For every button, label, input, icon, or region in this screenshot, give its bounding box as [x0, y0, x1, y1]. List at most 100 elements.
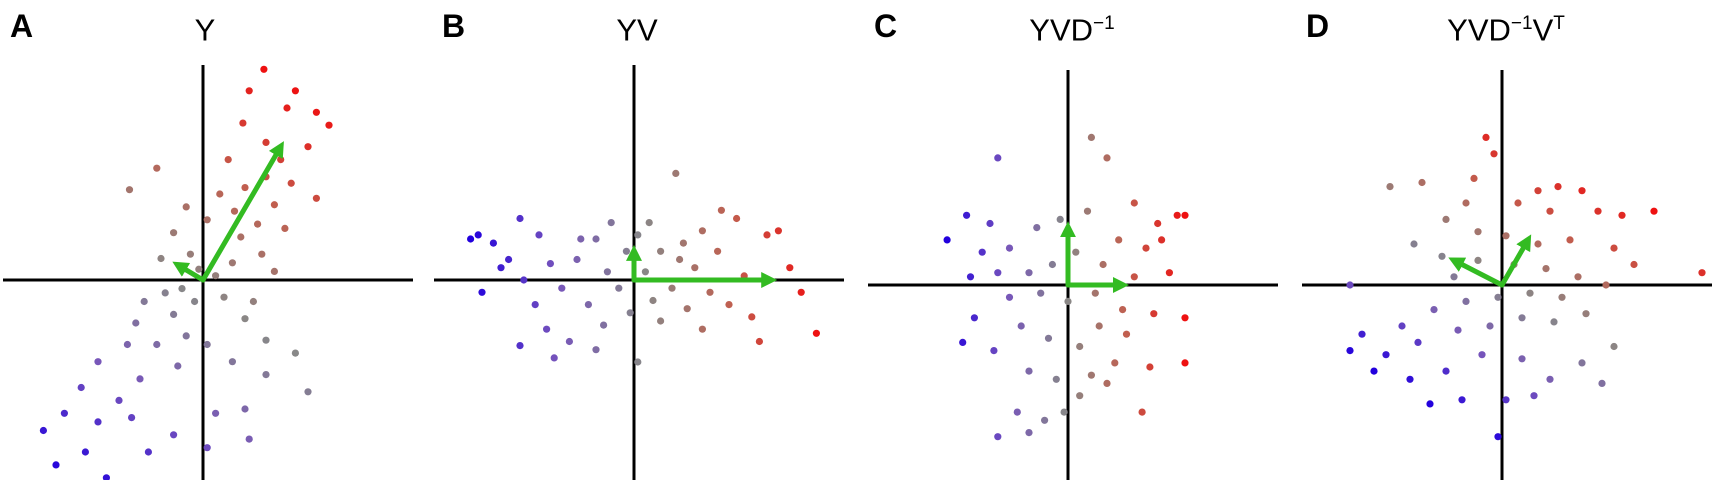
data-point: [546, 260, 554, 268]
data-point: [668, 284, 676, 292]
data-point: [182, 332, 190, 340]
data-point: [1518, 314, 1526, 322]
data-point: [1005, 244, 1014, 252]
data-point: [1450, 273, 1458, 281]
data-point: [1076, 392, 1084, 400]
data-point: [39, 426, 48, 435]
data-point: [1142, 244, 1150, 252]
data-point: [641, 268, 649, 276]
data-point: [191, 297, 199, 306]
data-point: [1418, 178, 1426, 187]
data-point: [1474, 256, 1482, 264]
data-point: [170, 229, 178, 237]
data-point: [676, 255, 684, 264]
data-point: [1017, 322, 1025, 330]
data-point: [1037, 289, 1045, 297]
panel-a: A Y: [0, 0, 432, 480]
direction-arrow: [200, 141, 284, 283]
data-point: [1122, 330, 1131, 338]
data-point: [1478, 351, 1486, 359]
data-point: [963, 211, 971, 219]
data-point: [698, 227, 706, 235]
panel-letter: A: [10, 8, 34, 44]
data-point: [283, 104, 291, 112]
data-point: [1370, 367, 1378, 375]
data-point: [1165, 269, 1173, 277]
data-point: [1146, 363, 1154, 371]
data-point: [1130, 273, 1138, 281]
title-mid: V: [1532, 12, 1554, 48]
data-point: [1550, 318, 1558, 326]
data-points: [39, 65, 333, 480]
data-point: [1502, 396, 1510, 404]
data-point: [774, 227, 782, 235]
data-point: [1398, 322, 1406, 330]
data-point: [203, 216, 211, 224]
data-point: [543, 325, 551, 333]
data-point: [1486, 322, 1494, 330]
data-point: [1103, 154, 1111, 162]
data-point: [1382, 351, 1390, 359]
data-point: [291, 349, 299, 357]
data-point: [1083, 207, 1092, 215]
data-point: [516, 214, 524, 223]
data-point: [577, 235, 585, 243]
data-point: [94, 418, 102, 426]
data-point: [990, 347, 998, 355]
title-base: YVD: [1447, 12, 1511, 48]
data-point: [1095, 322, 1103, 330]
data-point: [1005, 293, 1014, 301]
data-point: [1618, 211, 1626, 219]
data-point: [153, 340, 161, 349]
data-point: [1111, 359, 1119, 367]
data-point: [1578, 359, 1586, 367]
data-point: [281, 224, 289, 232]
data-point: [212, 272, 220, 280]
data-point: [230, 207, 239, 215]
data-point: [657, 317, 665, 325]
data-point: [174, 362, 182, 370]
data-point: [763, 231, 771, 239]
data-point: [239, 119, 247, 127]
data-point: [565, 337, 573, 346]
data-point: [1410, 240, 1418, 248]
data-point: [994, 154, 1002, 162]
data-point: [1650, 207, 1658, 215]
data-point: [161, 289, 169, 297]
data-point: [943, 236, 951, 244]
data-point: [600, 321, 608, 329]
data-point: [812, 329, 820, 337]
title-superscript: −1: [1093, 13, 1115, 34]
data-point: [489, 239, 497, 247]
data-point: [1033, 224, 1041, 232]
data-point: [153, 164, 161, 172]
data-point: [1056, 215, 1064, 223]
panel-c: C YVD−1: [864, 0, 1296, 480]
data-point: [786, 264, 794, 272]
data-points: [467, 169, 820, 366]
data-point: [994, 433, 1002, 441]
data-point: [733, 214, 741, 223]
panel-letter: B: [442, 8, 466, 44]
data-point: [966, 273, 975, 281]
data-point: [478, 288, 486, 296]
data-point: [115, 396, 123, 404]
data-point: [1442, 367, 1450, 375]
data-point: [1072, 248, 1080, 256]
data-point: [1534, 187, 1542, 195]
data-point: [1546, 375, 1554, 383]
data-point: [1490, 150, 1498, 158]
data-point: [1076, 342, 1084, 351]
data-point: [1462, 297, 1470, 305]
data-point: [1518, 355, 1526, 363]
data-point: [220, 293, 228, 301]
data-point: [520, 276, 528, 284]
data-point: [1574, 273, 1582, 281]
data-point: [270, 201, 278, 209]
data-point: [1130, 199, 1138, 207]
data-point: [277, 156, 285, 164]
data-point: [959, 338, 967, 346]
data-point: [140, 297, 148, 306]
data-point: [1558, 293, 1566, 301]
data-point: [797, 288, 805, 296]
